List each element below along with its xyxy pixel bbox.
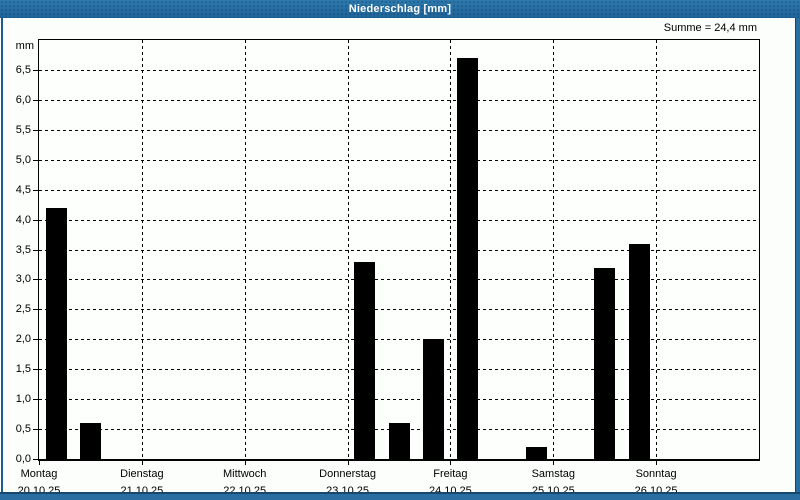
y-tick-label: 2,0: [15, 333, 31, 346]
y-grid-line: [39, 309, 759, 311]
y-grid-line: [39, 279, 759, 281]
y-tick-label: 1,5: [15, 363, 31, 376]
day-grid-line: [553, 40, 555, 459]
y-axis-tick: [33, 69, 38, 71]
x-tick-label-day: Samstag: [531, 468, 575, 480]
y-grid-line: [39, 159, 759, 161]
y-axis-tick: [33, 309, 38, 311]
y-axis-tick: [33, 189, 38, 191]
y-tick-label: 5,0: [15, 153, 31, 166]
y-grid-line: [39, 339, 759, 341]
x-tick-label-day: Dienstag: [120, 468, 164, 480]
y-axis-tick: [33, 339, 38, 341]
x-tick-label-day: Donnerstag: [319, 468, 377, 480]
y-grid-line: [39, 399, 759, 401]
x-tick-label-day: Sonntag: [635, 468, 677, 480]
precip-bar: [388, 423, 410, 459]
precip-bar: [594, 267, 616, 459]
y-axis-tick: [33, 369, 38, 371]
y-tick-label: 0,5: [15, 423, 31, 436]
y-grid-line: [39, 249, 759, 251]
x-axis-tick: [39, 461, 40, 465]
x-tick-label-day: Mittwoch: [222, 468, 267, 480]
y-tick-label: 3,5: [15, 243, 31, 256]
title-bar: Niederschlag [mm]: [0, 0, 800, 18]
window-border-right: [795, 18, 800, 500]
day-grid-line: [347, 40, 349, 459]
day-grid-line: [141, 40, 143, 459]
precip-bar: [422, 339, 444, 459]
y-tick-label: 4,5: [15, 183, 31, 196]
precip-bar: [628, 243, 650, 459]
window-border-left: [1, 18, 3, 500]
day-grid-line: [656, 40, 658, 459]
y-grid-line: [39, 189, 759, 191]
y-grid-line: [39, 219, 759, 221]
y-tick-label: 5,5: [15, 123, 31, 136]
x-axis-tick: [244, 461, 246, 465]
y-axis-tick: [33, 279, 38, 281]
y-axis-tick: [33, 219, 38, 221]
y-tick-label: 6,0: [15, 93, 31, 106]
x-tick-label-day: Montag: [20, 468, 58, 480]
precip-bar: [79, 423, 101, 459]
y-axis-tick: [33, 249, 38, 251]
window-border-bottom: [0, 492, 800, 500]
x-axis-tick: [141, 461, 143, 465]
y-axis-tick: [33, 459, 38, 460]
y-tick-label: 4,0: [15, 213, 31, 226]
sum-label: Summe = 24,4 mm: [663, 22, 757, 34]
precip-bar: [45, 207, 67, 459]
precip-bar: [525, 447, 547, 459]
y-grid-line: [39, 129, 759, 131]
y-tick-label: 1,0: [15, 393, 31, 406]
day-grid-line: [450, 40, 452, 459]
x-tick-label-day: Freitag: [433, 468, 468, 480]
window-title: Niederschlag [mm]: [348, 3, 452, 15]
y-grid-line: [39, 69, 759, 71]
x-axis-tick: [656, 461, 658, 465]
y-tick-label: 2,5: [15, 303, 31, 316]
y-axis-tick: [33, 159, 38, 161]
y-tick-label: 0,0: [15, 453, 31, 465]
day-grid-line: [244, 40, 246, 459]
precip-bar: [354, 261, 376, 459]
y-tick-label: 3,0: [15, 273, 31, 286]
y-axis-tick: [33, 429, 38, 431]
y-axis-tick: [33, 99, 38, 101]
y-grid-line: [39, 99, 759, 101]
y-grid-line: [39, 369, 759, 371]
precip-bar: [457, 58, 479, 459]
y-tick-label: 6,5: [15, 63, 31, 76]
x-axis-tick: [553, 461, 555, 465]
x-axis-tick: [347, 461, 349, 465]
y-axis-tick: [33, 129, 38, 131]
y-axis-unit-label: mm: [15, 40, 34, 52]
y-axis-tick: [33, 399, 38, 401]
x-axis-tick: [450, 461, 452, 465]
plot-area: [38, 39, 760, 461]
